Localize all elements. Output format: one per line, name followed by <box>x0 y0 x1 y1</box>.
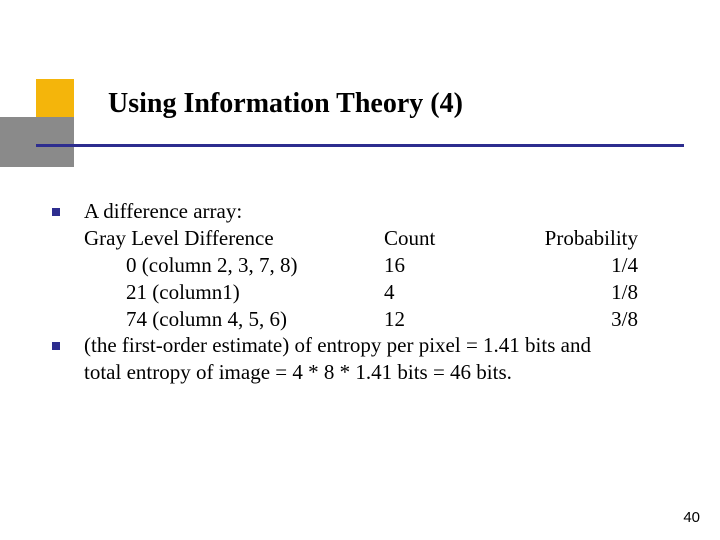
cell-count: 12 <box>384 306 534 333</box>
bullet-item: A difference array: Gray Level Differenc… <box>52 198 668 332</box>
title-accent-gray <box>0 117 74 167</box>
page-number: 40 <box>683 509 700 526</box>
cell-probability: 1/4 <box>534 252 668 279</box>
bullet-lead: A difference array: <box>84 198 668 225</box>
bullet-item: (the first-order estimate) of entropy pe… <box>52 332 668 386</box>
table-row: 0 (column 2, 3, 7, 8) 16 1/4 <box>84 252 668 279</box>
entropy-line2: total entropy of image = 4 * 8 * 1.41 bi… <box>84 359 668 386</box>
cell-probability: 1/8 <box>534 279 668 306</box>
slide-body: A difference array: Gray Level Differenc… <box>52 198 668 386</box>
entropy-line1: (the first-order estimate) of entropy pe… <box>84 332 668 359</box>
title-accent-yellow <box>36 79 74 117</box>
bullet-icon <box>52 342 60 350</box>
title-rule <box>36 144 684 147</box>
header-count: Count <box>384 225 534 252</box>
cell-probability: 3/8 <box>534 306 668 333</box>
cell-count: 16 <box>384 252 534 279</box>
header-gray-level: Gray Level Difference <box>84 225 384 252</box>
bullet-content: A difference array: Gray Level Differenc… <box>84 198 668 332</box>
table-row: 74 (column 4, 5, 6) 12 3/8 <box>84 306 668 333</box>
table-header: Gray Level Difference Count Probability <box>84 225 668 252</box>
bullet-icon <box>52 208 60 216</box>
header-probability: Probability <box>534 225 668 252</box>
bullet-content: (the first-order estimate) of entropy pe… <box>84 332 668 386</box>
cell-gray-level: 0 (column 2, 3, 7, 8) <box>84 252 384 279</box>
cell-gray-level: 74 (column 4, 5, 6) <box>84 306 384 333</box>
difference-table: Gray Level Difference Count Probability … <box>84 225 668 333</box>
cell-count: 4 <box>384 279 534 306</box>
slide: Using Information Theory (4) A differenc… <box>0 0 720 540</box>
cell-gray-level: 21 (column1) <box>84 279 384 306</box>
slide-title: Using Information Theory (4) <box>108 88 463 120</box>
table-row: 21 (column1) 4 1/8 <box>84 279 668 306</box>
